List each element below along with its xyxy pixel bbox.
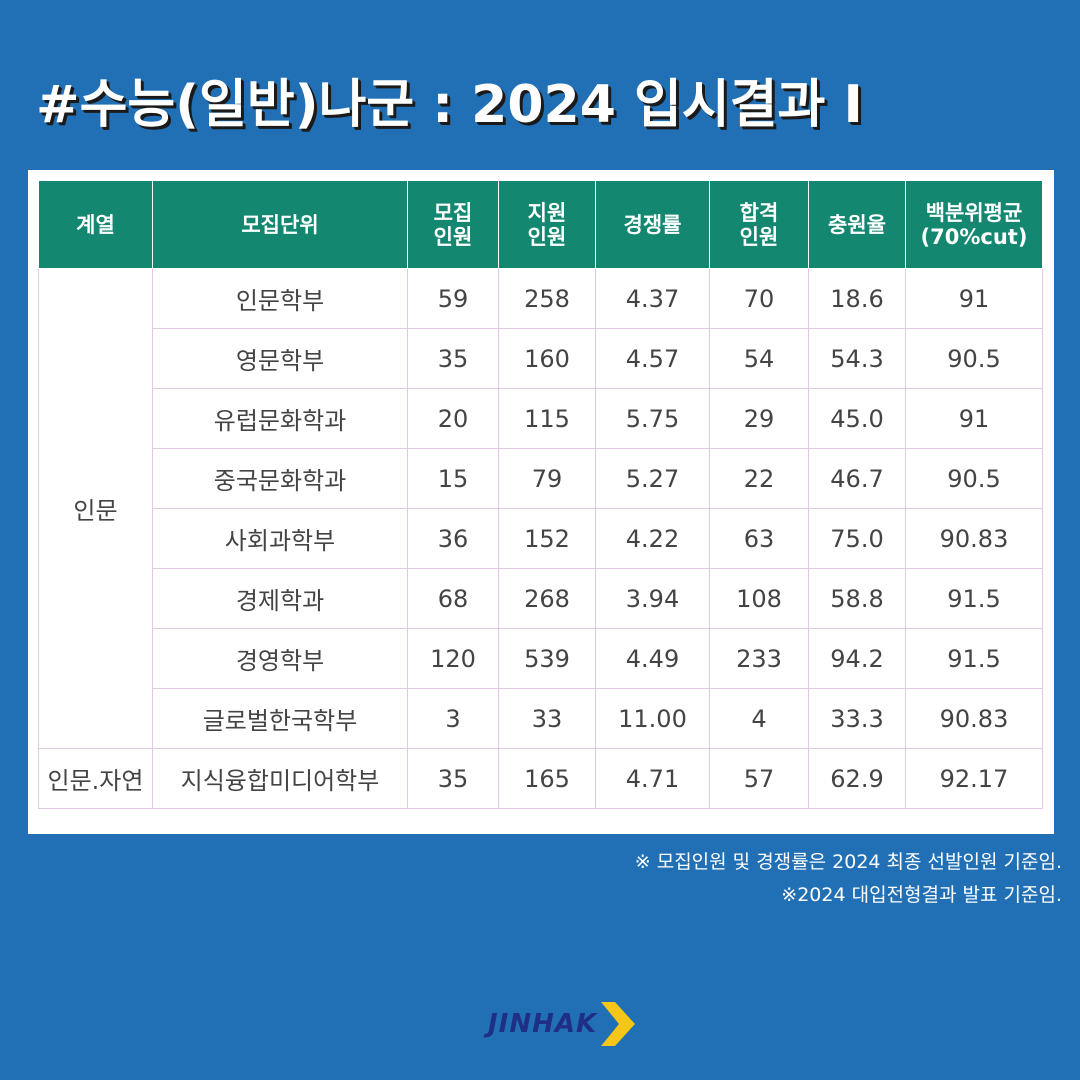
pass-cell: 233 — [709, 628, 809, 689]
header-unit: 모집단위 — [152, 180, 408, 269]
competition-cell: 11.00 — [595, 688, 710, 749]
unit-cell: 중국문화학과 — [152, 448, 408, 509]
recruit-cell: 20 — [407, 388, 499, 449]
competition-cell: 4.22 — [595, 508, 710, 569]
fill-cell: 94.2 — [808, 628, 906, 689]
recruit-cell: 35 — [407, 748, 499, 809]
unit-cell: 지식융합미디어학부 — [152, 748, 408, 809]
competition-cell: 5.27 — [595, 448, 710, 509]
competition-cell: 4.37 — [595, 268, 710, 329]
pass-cell: 4 — [709, 688, 809, 749]
recruit-cell: 59 — [407, 268, 499, 329]
logo-text: JINHAK — [488, 1009, 598, 1039]
apply-cell: 152 — [498, 508, 596, 569]
table-row: 경제학과 68 268 3.94 108 58.8 91.5 — [39, 568, 1043, 629]
recruit-cell: 15 — [407, 448, 499, 509]
recruit-cell: 68 — [407, 568, 499, 629]
recruit-cell: 3 — [407, 688, 499, 749]
header-fill-rate: 충원율 — [808, 180, 906, 269]
competition-cell: 4.49 — [595, 628, 710, 689]
jinhak-logo: JINHAK — [488, 1000, 637, 1048]
header-recruit: 모집 인원 — [407, 180, 499, 269]
recruit-cell: 36 — [407, 508, 499, 569]
unit-cell: 경영학부 — [152, 628, 408, 689]
fill-cell: 45.0 — [808, 388, 906, 449]
header-group: 계열 — [38, 180, 153, 269]
fill-cell: 46.7 — [808, 448, 906, 509]
competition-cell: 5.75 — [595, 388, 710, 449]
apply-cell: 33 — [498, 688, 596, 749]
pass-cell: 54 — [709, 328, 809, 389]
percentile-cell: 90.5 — [905, 328, 1043, 389]
fill-cell: 75.0 — [808, 508, 906, 569]
competition-cell: 3.94 — [595, 568, 710, 629]
header-apply: 지원 인원 — [498, 180, 596, 269]
unit-cell: 경제학과 — [152, 568, 408, 629]
percentile-cell: 91 — [905, 268, 1043, 329]
percentile-cell: 90.83 — [905, 688, 1043, 749]
apply-cell: 268 — [498, 568, 596, 629]
apply-cell: 79 — [498, 448, 596, 509]
unit-cell: 인문학부 — [152, 268, 408, 329]
apply-cell: 115 — [498, 388, 596, 449]
recruit-cell: 35 — [407, 328, 499, 389]
competition-cell: 4.57 — [595, 328, 710, 389]
fill-cell: 58.8 — [808, 568, 906, 629]
apply-cell: 165 — [498, 748, 596, 809]
unit-cell: 글로벌한국학부 — [152, 688, 408, 749]
fill-cell: 54.3 — [808, 328, 906, 389]
table-row: 사회과학부 36 152 4.22 63 75.0 90.83 — [39, 508, 1043, 569]
table-row: 경영학부 120 539 4.49 233 94.2 91.5 — [39, 628, 1043, 689]
page-title: #수능(일반)나군 : 2024 입시결과 I — [36, 75, 863, 135]
results-card: 계열 모집단위 모집 인원 지원 인원 경쟁률 합격 인원 충원율 백분위평균 (70%… — [28, 170, 1054, 834]
fill-cell: 33.3 — [808, 688, 906, 749]
pass-cell: 22 — [709, 448, 809, 509]
pass-cell: 63 — [709, 508, 809, 569]
fill-cell: 18.6 — [808, 268, 906, 329]
percentile-cell: 91.5 — [905, 628, 1043, 689]
group-cell: 인문 — [38, 268, 153, 749]
unit-cell: 사회과학부 — [152, 508, 408, 569]
table-body: 인문 인문학부 59 258 4.37 70 18.6 91 영문학부 35 160 4.57 54 54… — [38, 268, 1043, 809]
percentile-cell: 90.83 — [905, 508, 1043, 569]
unit-cell: 영문학부 — [152, 328, 408, 389]
percentile-cell: 90.5 — [905, 448, 1043, 509]
apply-cell: 258 — [498, 268, 596, 329]
table-header-row: 계열 모집단위 모집 인원 지원 인원 경쟁률 합격 인원 충원율 백분위평균 (70%… — [38, 180, 1043, 269]
competition-cell: 4.71 — [595, 748, 710, 809]
pass-cell: 57 — [709, 748, 809, 809]
group-cell: 인문.자연 — [38, 748, 153, 809]
table-row: 인문 인문학부 59 258 4.37 70 18.6 91 — [38, 268, 1043, 749]
unit-cell: 유럽문화학과 — [152, 388, 408, 449]
apply-cell: 539 — [498, 628, 596, 689]
pass-cell: 70 — [709, 268, 809, 329]
fill-cell: 62.9 — [808, 748, 906, 809]
table-row: 중국문화학과 15 79 5.27 22 46.7 90.5 — [39, 448, 1043, 509]
header-percentile: 백분위평균 (70%cut) — [905, 180, 1043, 269]
results-table: 계열 모집단위 모집 인원 지원 인원 경쟁률 합격 인원 충원율 백분위평균 (70%… — [38, 180, 1043, 809]
apply-cell: 160 — [498, 328, 596, 389]
percentile-cell: 92.17 — [905, 748, 1043, 809]
table-row: 인문.자연 지식융합미디어학부 35 165 4.71 57 62.9 92.17 — [38, 748, 1043, 809]
percentile-cell: 91 — [905, 388, 1043, 449]
pass-cell: 29 — [709, 388, 809, 449]
pass-cell: 108 — [709, 568, 809, 629]
table-row: 영문학부 35 160 4.57 54 54.3 90.5 — [39, 328, 1043, 389]
recruit-cell: 120 — [407, 628, 499, 689]
header-competition: 경쟁률 — [595, 180, 710, 269]
footnote-announcement-basis: ※2024 대입전형결과 발표 기준임. — [781, 884, 1062, 906]
chevron-right-icon — [601, 1002, 636, 1046]
header-pass: 합격 인원 — [709, 180, 809, 269]
table-row: 유럽문화학과 20 115 5.75 29 45.0 91 — [39, 388, 1043, 449]
table-row: 글로벌한국학부 3 33 11.00 4 33.3 90.83 — [39, 688, 1043, 749]
percentile-cell: 91.5 — [905, 568, 1043, 629]
footnote-recruit-basis: ※ 모집인원 및 경쟁률은 2024 최종 선발인원 기준임. — [634, 851, 1062, 873]
